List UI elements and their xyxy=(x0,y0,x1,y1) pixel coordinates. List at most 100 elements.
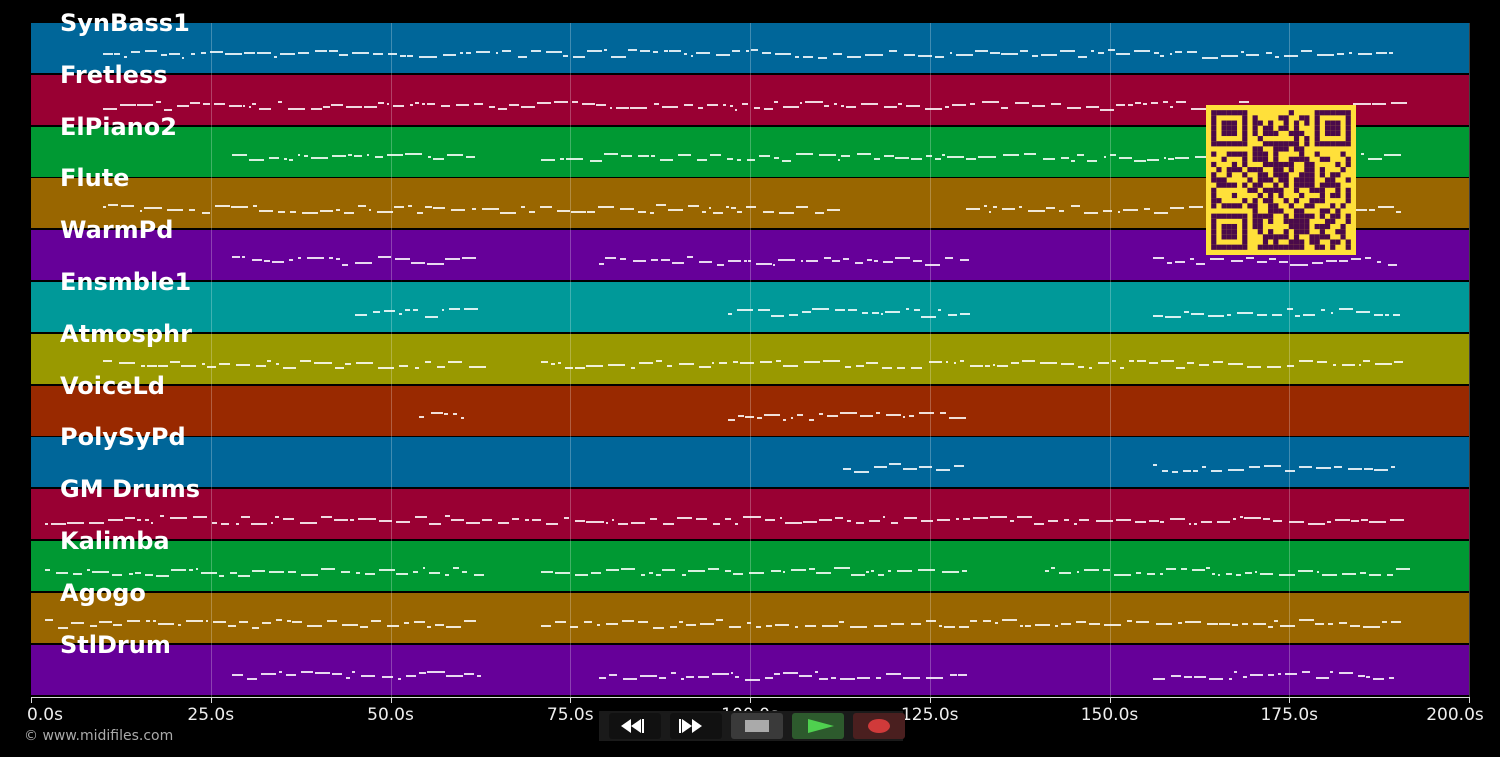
note xyxy=(803,360,820,363)
note xyxy=(517,55,528,58)
note xyxy=(571,100,578,103)
track-row[interactable] xyxy=(31,282,1469,333)
note xyxy=(1211,469,1222,472)
note xyxy=(795,625,798,628)
track-row[interactable] xyxy=(31,644,1469,696)
note xyxy=(87,569,90,572)
note xyxy=(1042,158,1056,161)
note xyxy=(239,620,248,623)
note xyxy=(1044,570,1049,573)
track-row[interactable] xyxy=(31,437,1469,489)
note xyxy=(1372,678,1385,681)
track-row[interactable] xyxy=(31,23,1469,74)
note xyxy=(107,519,124,522)
play-icon xyxy=(808,719,834,733)
note xyxy=(155,574,169,577)
record-button[interactable] xyxy=(853,713,905,739)
note xyxy=(990,516,1007,519)
note xyxy=(366,154,369,157)
note xyxy=(949,674,957,677)
fast-forward-button[interactable] xyxy=(670,713,722,739)
note xyxy=(381,676,394,679)
note xyxy=(398,678,401,680)
note xyxy=(541,625,551,628)
note xyxy=(343,211,355,214)
note xyxy=(426,263,445,266)
note xyxy=(708,207,712,210)
note xyxy=(827,208,841,211)
stop-button[interactable] xyxy=(731,713,783,739)
note xyxy=(747,621,752,624)
note xyxy=(983,620,991,623)
axis-tick-label: 150.0s xyxy=(1080,705,1139,725)
note xyxy=(520,206,526,209)
note xyxy=(1245,53,1260,56)
note xyxy=(697,675,709,678)
note xyxy=(1320,309,1326,312)
note xyxy=(219,362,231,365)
note xyxy=(888,49,898,52)
note xyxy=(314,672,330,675)
note xyxy=(1163,101,1168,104)
axis-tick-label: 200.0s xyxy=(1426,705,1484,725)
note xyxy=(1230,259,1243,262)
note xyxy=(843,467,851,470)
note xyxy=(301,671,314,674)
note xyxy=(757,308,770,311)
note xyxy=(833,102,838,105)
note xyxy=(1152,463,1158,466)
note xyxy=(1169,105,1174,108)
note xyxy=(833,52,842,55)
play-button[interactable] xyxy=(792,713,844,739)
note xyxy=(841,104,845,107)
note xyxy=(386,102,390,105)
note xyxy=(241,516,250,519)
axis-tick xyxy=(210,697,212,703)
track-row[interactable] xyxy=(31,592,1469,644)
track-row[interactable] xyxy=(31,385,1469,437)
note xyxy=(970,620,978,623)
note xyxy=(745,415,754,418)
note xyxy=(788,314,799,317)
note xyxy=(783,418,786,421)
note xyxy=(1190,312,1204,315)
track-row[interactable] xyxy=(31,489,1469,541)
note xyxy=(1083,212,1099,215)
note xyxy=(881,366,892,369)
note xyxy=(696,158,707,161)
note xyxy=(955,54,974,57)
note xyxy=(581,103,595,106)
note xyxy=(1123,208,1138,211)
note xyxy=(671,261,684,264)
note xyxy=(919,411,935,414)
note xyxy=(159,515,165,518)
note xyxy=(1160,54,1164,57)
track-row[interactable] xyxy=(31,541,1469,592)
note xyxy=(746,206,757,208)
note xyxy=(354,262,373,265)
note xyxy=(307,625,323,628)
note xyxy=(1149,520,1159,523)
axis-tick xyxy=(1289,697,1291,703)
note xyxy=(739,361,755,364)
note xyxy=(1129,360,1134,363)
transport-bar xyxy=(599,711,905,741)
note xyxy=(775,624,789,627)
note xyxy=(445,257,461,260)
note xyxy=(404,153,423,156)
note xyxy=(873,465,888,468)
note xyxy=(621,155,633,158)
rewind-button[interactable] xyxy=(609,713,661,739)
track-label: VoiceLd xyxy=(60,371,165,400)
note xyxy=(954,464,965,467)
note xyxy=(700,622,714,625)
note xyxy=(975,50,988,53)
note xyxy=(1135,102,1141,105)
track-row[interactable] xyxy=(31,333,1469,385)
note xyxy=(1286,365,1294,368)
note xyxy=(1061,363,1075,366)
note xyxy=(796,413,803,416)
note xyxy=(779,516,782,519)
qr-code-icon[interactable] xyxy=(1206,105,1356,255)
note xyxy=(599,677,607,680)
